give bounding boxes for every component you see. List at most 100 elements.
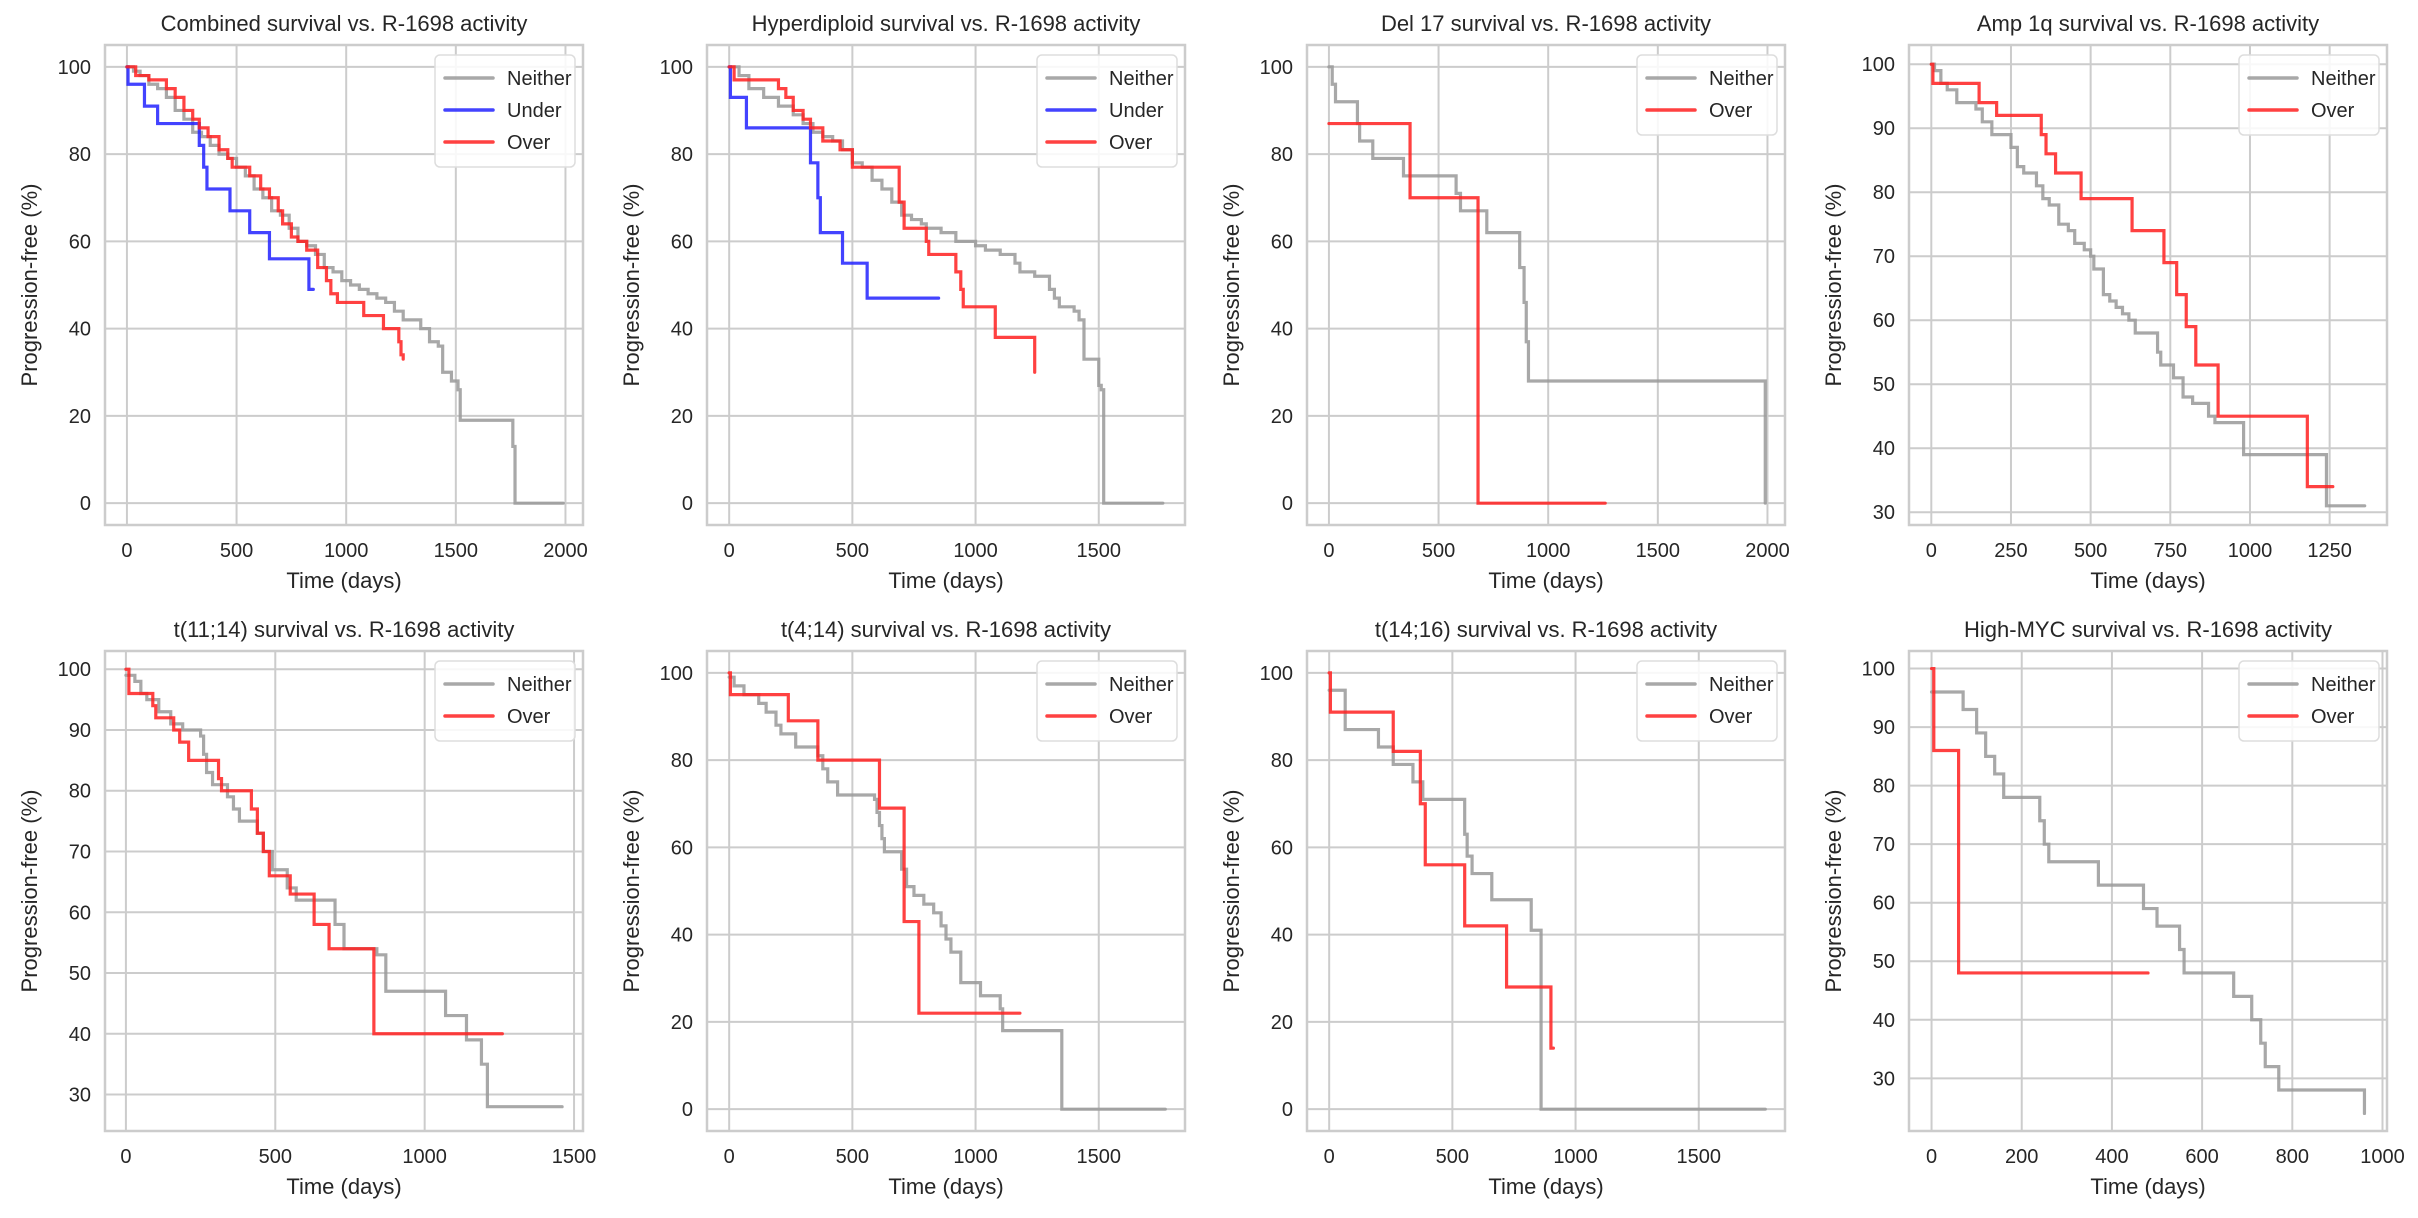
x-tick-label: 2000 <box>1745 540 1790 562</box>
x-tick-label: 0 <box>1926 1146 1937 1168</box>
series-line-over <box>1929 666 2150 975</box>
x-tick-label: 800 <box>2276 1146 2309 1168</box>
x-tick-label: 500 <box>836 1146 869 1168</box>
subplot-7: 0 500 1000 1500 0 20 40 60 80 100 t(14;16) surviva… <box>1219 617 1787 1199</box>
subplot-3: 0 500 1000 1500 2000 0 20 40 60 80 100 Del 17 survi… <box>1219 11 1790 593</box>
x-axis-label: Time (days) <box>286 568 401 593</box>
series-line-under <box>727 65 941 300</box>
legend: Neither Over <box>1036 660 1178 742</box>
y-tick-label: 100 <box>1862 54 1895 76</box>
y-tick-label: 70 <box>1873 246 1895 268</box>
y-tick-label: 20 <box>1271 1012 1293 1034</box>
y-tick-label: 60 <box>1873 310 1895 332</box>
series-line-over <box>124 667 504 1036</box>
y-tick-label: 90 <box>1873 717 1895 739</box>
y-tick-label: 100 <box>1260 57 1293 79</box>
subplot-2: 0 500 1000 1500 0 20 40 60 80 100 Hyperdiploid sur… <box>619 11 1187 593</box>
x-tick-label: 1500 <box>434 540 479 562</box>
series-line-neither <box>727 675 1167 1111</box>
x-tick-label: 1000 <box>324 540 369 562</box>
y-tick-label: 100 <box>1260 663 1293 685</box>
x-tick-label: 1000 <box>402 1146 447 1168</box>
y-tick-label: 0 <box>682 493 693 515</box>
legend-box <box>1636 660 1778 742</box>
x-tick-label: 0 <box>120 1146 131 1168</box>
axes-frame <box>705 649 1187 1133</box>
subplot-6: 0 500 1000 1500 0 20 40 60 80 100 t(4;14) survival… <box>619 617 1187 1199</box>
x-axis-label: Time (days) <box>2090 568 2205 593</box>
y-tick-label: 20 <box>671 1012 693 1034</box>
chart-title: Del 17 survival vs. R-1698 activity <box>1381 11 1711 36</box>
legend: Neither Over <box>1636 54 1778 136</box>
x-tick-label: 0 <box>1323 540 1334 562</box>
legend: Neither Under Over <box>1036 54 1178 168</box>
y-tick-label: 30 <box>1873 502 1895 524</box>
y-tick-label: 80 <box>69 781 91 803</box>
y-tick-label: 20 <box>671 406 693 428</box>
y-tick-label: 100 <box>1862 659 1895 681</box>
y-tick-label: 40 <box>671 319 693 341</box>
y-tick-label: 80 <box>671 750 693 772</box>
series-line-over <box>727 671 1022 1015</box>
x-tick-label: 0 <box>724 540 735 562</box>
legend: Neither Under Over <box>434 54 576 168</box>
y-tick-label: 60 <box>1271 837 1293 859</box>
axes-frame <box>1305 43 1787 527</box>
legend-label-neither: Neither <box>1709 68 1774 90</box>
y-tick-label: 100 <box>58 57 91 79</box>
x-tick-label: 500 <box>836 540 869 562</box>
legend-label-over: Over <box>2311 100 2355 122</box>
x-tick-label: 200 <box>2005 1146 2038 1168</box>
x-tick-label: 500 <box>1436 1146 1469 1168</box>
y-tick-label: 40 <box>1873 438 1895 460</box>
y-axis-label: Progression-free (%) <box>17 790 42 993</box>
x-tick-label: 1000 <box>953 540 998 562</box>
y-tick-label: 40 <box>1271 319 1293 341</box>
y-tick-label: 40 <box>671 925 693 947</box>
axes-frame <box>1907 649 2389 1133</box>
legend-label-neither: Neither <box>1109 674 1174 696</box>
y-tick-label: 0 <box>682 1099 693 1121</box>
subplot-4: 0 250 500 750 1000 1250 30 40 50 60 70 80 90 100 Amp 1… <box>1821 11 2389 593</box>
y-tick-label: 30 <box>1873 1068 1895 1090</box>
x-tick-label: 600 <box>2185 1146 2218 1168</box>
legend-box <box>1636 54 1778 136</box>
y-axis-label: Progression-free (%) <box>1219 790 1244 993</box>
legend: Neither Over <box>434 660 576 742</box>
x-tick-label: 1500 <box>552 1146 597 1168</box>
y-tick-label: 70 <box>69 842 91 864</box>
y-tick-label: 40 <box>69 1024 91 1046</box>
y-tick-label: 50 <box>69 963 91 985</box>
legend-label-over: Over <box>1709 706 1753 728</box>
legend-box <box>1036 54 1178 168</box>
x-tick-label: 1500 <box>1636 540 1681 562</box>
legend-label-neither: Neither <box>1109 68 1174 90</box>
x-axis-label: Time (days) <box>888 1174 1003 1199</box>
x-tick-label: 2000 <box>543 540 588 562</box>
series-line-neither <box>1327 688 1767 1111</box>
chart-title: Amp 1q survival vs. R-1698 activity <box>1977 11 2319 36</box>
legend-label-over: Over <box>1709 100 1753 122</box>
x-axis-label: Time (days) <box>888 568 1003 593</box>
legend-box <box>434 54 576 168</box>
x-tick-label: 500 <box>220 540 253 562</box>
y-axis-label: Progression-free (%) <box>17 184 42 387</box>
series-line-neither <box>1327 65 1767 505</box>
x-tick-label: 500 <box>259 1146 292 1168</box>
axes-frame <box>1305 649 1787 1133</box>
legend-label-over: Over <box>2311 706 2355 728</box>
legend: Neither Over <box>2238 660 2380 742</box>
x-tick-label: 1500 <box>1077 1146 1122 1168</box>
chart-title: High-MYC survival vs. R-1698 activity <box>1964 617 2332 642</box>
y-tick-label: 50 <box>1873 951 1895 973</box>
legend-label-under: Under <box>507 100 562 122</box>
x-tick-label: 1000 <box>953 1146 998 1168</box>
y-axis-label: Progression-free (%) <box>619 184 644 387</box>
legend-box <box>1036 660 1178 742</box>
x-tick-label: 750 <box>2154 540 2187 562</box>
y-tick-label: 60 <box>1873 893 1895 915</box>
series-line-under <box>125 65 315 291</box>
x-tick-label: 1000 <box>1553 1146 1598 1168</box>
legend-label-neither: Neither <box>2311 68 2376 90</box>
